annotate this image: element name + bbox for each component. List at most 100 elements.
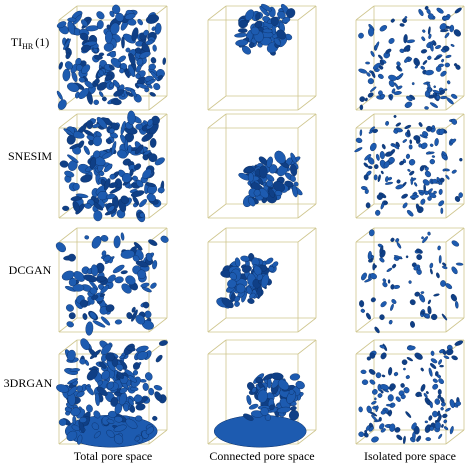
pore (442, 413, 448, 419)
pore (266, 179, 274, 187)
pore (113, 424, 127, 433)
pore (237, 28, 248, 34)
pore (451, 118, 458, 125)
pore (152, 415, 158, 421)
row-label: DCGAN (9, 263, 52, 277)
pore (437, 388, 442, 395)
pore (404, 124, 412, 130)
pore (72, 14, 82, 25)
pore (372, 263, 376, 271)
cube-edge (58, 113, 78, 129)
pore (381, 143, 386, 150)
pore (432, 89, 441, 94)
pores (234, 3, 296, 56)
pore (79, 417, 87, 423)
pores (238, 150, 303, 208)
pore (62, 68, 71, 82)
pore (359, 104, 364, 111)
pore (412, 431, 416, 440)
pore (388, 38, 395, 44)
pore (358, 68, 368, 74)
cube-edge (207, 113, 227, 129)
pore (101, 250, 107, 257)
pore (106, 418, 115, 424)
pore (440, 396, 445, 403)
pore (388, 80, 395, 88)
pore (439, 364, 444, 368)
pore (429, 426, 435, 431)
pore (439, 177, 445, 183)
pore (394, 427, 401, 433)
pore (295, 380, 305, 390)
pore (426, 8, 431, 15)
pore (455, 401, 462, 406)
pore (387, 279, 391, 284)
pore (107, 410, 117, 418)
pore (417, 266, 421, 271)
pore (363, 174, 369, 181)
pore (444, 62, 451, 68)
pore (58, 61, 63, 70)
pore (69, 368, 81, 372)
pore (155, 354, 163, 363)
pore (422, 29, 426, 33)
pore (393, 372, 399, 377)
pore (437, 394, 442, 399)
pore (400, 383, 405, 388)
pore (108, 82, 115, 89)
pore (117, 149, 128, 159)
pore (92, 135, 102, 147)
pore (368, 229, 375, 237)
pore (141, 132, 154, 142)
pore (265, 257, 274, 265)
pore (420, 367, 424, 372)
pore (385, 48, 392, 54)
pore (406, 357, 413, 362)
pore (451, 266, 458, 275)
pore (440, 48, 447, 53)
pore (121, 283, 132, 294)
pore (382, 281, 388, 288)
pore (432, 378, 438, 383)
pore (361, 379, 369, 385)
pore (277, 379, 290, 391)
pore (420, 198, 426, 205)
pore (289, 373, 301, 381)
cube-edge (297, 203, 317, 219)
pore-rendering (58, 110, 168, 223)
pore (414, 182, 418, 187)
cube-edge (355, 113, 375, 129)
pore (396, 242, 402, 249)
pore (260, 407, 269, 416)
pore (374, 41, 380, 51)
pore (73, 271, 85, 282)
column-label: Isolated pore space (364, 449, 456, 463)
pore (148, 239, 158, 246)
pore (56, 21, 67, 29)
pore (424, 69, 434, 76)
pore (268, 188, 275, 198)
pore (385, 403, 393, 407)
pore (424, 190, 429, 195)
pore (130, 190, 145, 198)
pore (421, 236, 424, 240)
pore (419, 294, 426, 303)
pore-rendering (207, 3, 317, 111)
pores (59, 110, 165, 223)
pore (380, 301, 387, 308)
pore (142, 168, 152, 179)
pores (56, 338, 168, 448)
pore (437, 245, 441, 251)
pore (235, 39, 249, 47)
pore (266, 156, 273, 168)
pores (358, 5, 462, 111)
pore (100, 235, 109, 242)
pore (120, 232, 125, 241)
pore (418, 8, 424, 17)
pore (403, 387, 410, 394)
pore (148, 63, 156, 71)
cube-frame (207, 113, 317, 219)
pore (434, 421, 441, 430)
pore (420, 384, 426, 392)
pore (244, 166, 255, 173)
